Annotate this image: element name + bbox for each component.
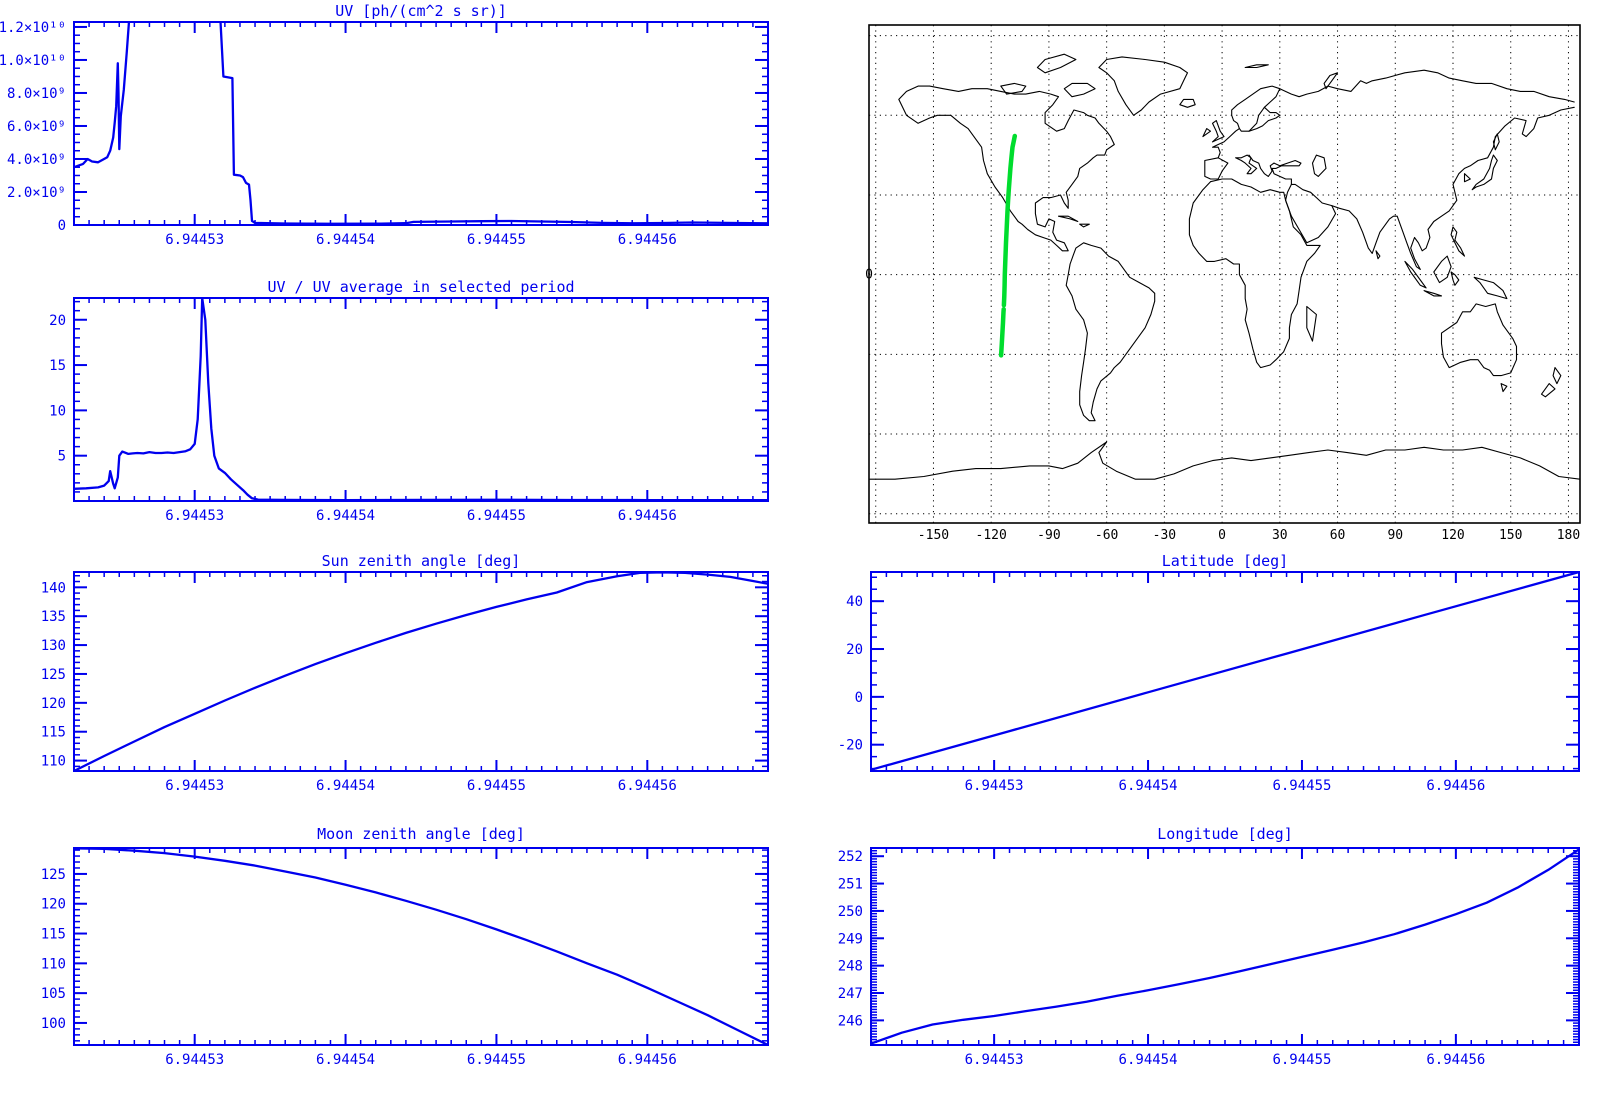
svg-text:-120: -120 <box>976 528 1007 543</box>
uv-ratio-plot-title: UV / UV average in selected period <box>267 278 575 296</box>
svg-text:249: 249 <box>838 931 863 947</box>
svg-text:248: 248 <box>838 959 863 975</box>
svg-text:6.94453: 6.94453 <box>965 778 1024 794</box>
longitude-plot-title: Longitude [deg] <box>1157 825 1293 843</box>
svg-text:20: 20 <box>49 313 66 329</box>
svg-text:120: 120 <box>41 897 66 913</box>
svg-text:8.0×10⁹: 8.0×10⁹ <box>7 86 66 102</box>
svg-text:6.94454: 6.94454 <box>316 778 375 794</box>
svg-text:0: 0 <box>855 690 863 706</box>
svg-text:6.94456: 6.94456 <box>1426 1052 1485 1068</box>
svg-text:6.94454: 6.94454 <box>316 508 375 524</box>
svg-text:6.94455: 6.94455 <box>467 1052 526 1068</box>
svg-text:10: 10 <box>49 403 66 419</box>
svg-text:-60: -60 <box>1095 528 1118 543</box>
moon-zenith-plot-title: Moon zenith angle [deg] <box>317 825 525 843</box>
svg-text:6.94456: 6.94456 <box>1426 778 1485 794</box>
svg-text:-90: -90 <box>1037 528 1060 543</box>
svg-text:6.94454: 6.94454 <box>316 232 375 248</box>
latitude-plot-title: Latitude [deg] <box>1161 552 1289 570</box>
svg-text:-20: -20 <box>838 738 863 754</box>
svg-text:20: 20 <box>846 642 863 658</box>
svg-text:246: 246 <box>838 1013 863 1029</box>
svg-text:140: 140 <box>41 580 66 596</box>
svg-text:115: 115 <box>41 725 66 741</box>
svg-text:130: 130 <box>41 638 66 654</box>
svg-text:30: 30 <box>1272 528 1288 543</box>
svg-text:60: 60 <box>1330 528 1346 543</box>
svg-text:6.0×10⁹: 6.0×10⁹ <box>7 119 66 135</box>
svg-text:6.94456: 6.94456 <box>618 508 677 524</box>
svg-text:6.94453: 6.94453 <box>965 1052 1024 1068</box>
svg-text:6.94456: 6.94456 <box>618 232 677 248</box>
svg-text:90: 90 <box>1387 528 1403 543</box>
svg-text:-30: -30 <box>1153 528 1176 543</box>
svg-text:115: 115 <box>41 927 66 943</box>
svg-text:4.0×10⁹: 4.0×10⁹ <box>7 152 66 168</box>
svg-text:125: 125 <box>41 867 66 883</box>
svg-text:135: 135 <box>41 609 66 625</box>
svg-text:105: 105 <box>41 986 66 1002</box>
svg-text:6.94453: 6.94453 <box>165 508 224 524</box>
svg-text:5: 5 <box>58 449 66 465</box>
svg-text:180: 180 <box>1557 528 1580 543</box>
sun-zenith-plot-title: Sun zenith angle [deg] <box>321 552 521 570</box>
svg-text:6.94454: 6.94454 <box>316 1052 375 1068</box>
svg-text:0: 0 <box>1218 528 1226 543</box>
svg-text:1.0×10¹⁰: 1.0×10¹⁰ <box>0 53 66 69</box>
svg-text:125: 125 <box>41 667 66 683</box>
svg-text:252: 252 <box>838 849 863 865</box>
svg-text:40: 40 <box>846 594 863 610</box>
svg-text:110: 110 <box>41 754 66 770</box>
svg-text:100: 100 <box>41 1016 66 1032</box>
svg-text:120: 120 <box>1441 528 1464 543</box>
svg-text:2.0×10⁹: 2.0×10⁹ <box>7 185 66 201</box>
svg-text:1.2×10¹⁰: 1.2×10¹⁰ <box>0 20 66 36</box>
svg-text:0: 0 <box>58 218 66 234</box>
svg-text:6.94456: 6.94456 <box>618 1052 677 1068</box>
svg-text:6.94455: 6.94455 <box>467 508 526 524</box>
uv-plot-title: UV [ph/(cm^2 s sr)] <box>335 2 507 20</box>
svg-text:6.94455: 6.94455 <box>1272 1052 1331 1068</box>
svg-text:6.94455: 6.94455 <box>467 232 526 248</box>
svg-text:120: 120 <box>41 696 66 712</box>
svg-text:6.94453: 6.94453 <box>165 232 224 248</box>
svg-text:0: 0 <box>865 268 873 283</box>
svg-text:6.94455: 6.94455 <box>467 778 526 794</box>
svg-text:6.94454: 6.94454 <box>1119 1052 1178 1068</box>
svg-text:6.94453: 6.94453 <box>165 1052 224 1068</box>
svg-text:150: 150 <box>1499 528 1522 543</box>
svg-text:6.94453: 6.94453 <box>165 778 224 794</box>
svg-text:15: 15 <box>49 358 66 374</box>
svg-text:247: 247 <box>838 986 863 1002</box>
svg-text:250: 250 <box>838 904 863 920</box>
svg-text:6.94454: 6.94454 <box>1119 778 1178 794</box>
svg-text:251: 251 <box>838 877 863 893</box>
svg-text:-150: -150 <box>918 528 949 543</box>
svg-text:110: 110 <box>41 956 66 972</box>
svg-text:6.94455: 6.94455 <box>1272 778 1331 794</box>
svg-text:6.94456: 6.94456 <box>618 778 677 794</box>
